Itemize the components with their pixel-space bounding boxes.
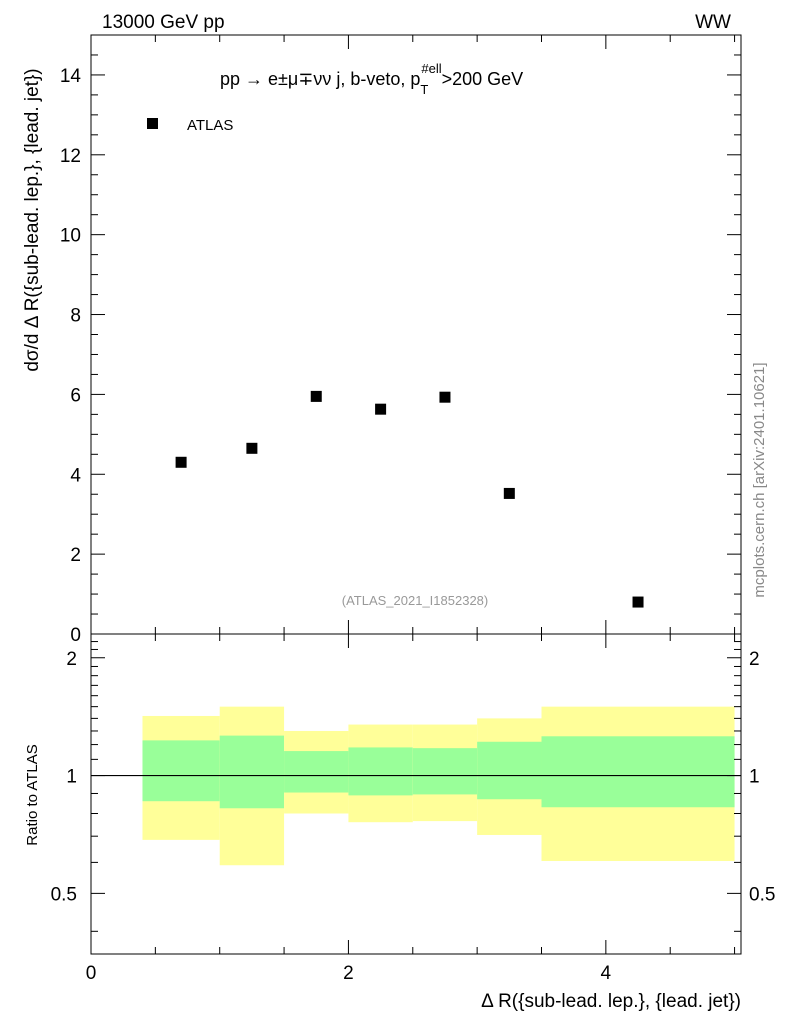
main-plot-ylabel: dσ/d Δ R({sub-lead. lep.}, {lead. jet}) [22,68,43,371]
data-point [310,390,322,402]
xtick-labels: 0 2 4 [86,963,612,984]
xtick-label: 4 [601,963,612,984]
xtick-label: 2 [343,963,354,984]
ratio-ytick-label-right: 2 [749,649,760,670]
uncertainty-band-inner [412,748,478,795]
plot-title-tail: >200 GeV [442,69,524,89]
ytick-label: 0 [70,625,81,646]
header-energy-label: 13000 GeV pp [102,12,225,33]
plot-title-subscript: T [420,82,428,97]
data-point [375,403,387,415]
main-plot-ytick-labels: 0 2 4 6 8 10 12 14 [60,66,82,646]
data-point [632,596,644,608]
plot-title-superscript: #ell [421,61,441,76]
watermark: mcplots.cern.ch [arXiv:2401.10621] [751,362,768,597]
ytick-label: 12 [60,146,81,167]
ratio-plot-ytick-labels: 0.5 0.5 1 1 2 2 [51,649,776,906]
ytick-label: 4 [70,465,81,486]
uncertainty-band-inner [284,751,349,793]
data-point [175,456,187,468]
analysis-id-label: (ATLAS_2021_I1852328) [342,593,488,608]
legend-marker-atlas [147,118,158,129]
atlas-data-points [175,390,644,608]
uncertainty-band-inner [477,741,542,800]
ratio-ytick-label-left: 0.5 [51,884,77,905]
ytick-label: 14 [60,66,82,87]
x-axis-label: Δ R({sub-lead. lep.}, {lead. jet}) [481,991,741,1012]
ratio-ytick-label-left: 2 [66,649,77,670]
ytick-label: 10 [60,226,81,247]
ratio-plot-panel: 0.5 0.5 1 1 2 2 0 2 4 Ratio to ATLAS Δ R({sub-l… [24,633,776,1012]
ratio-plot-frame [90,633,742,955]
header-process-label: WW [695,12,731,33]
uncertainty-band-inner [219,735,285,809]
ytick-label: 8 [70,306,81,327]
ytick-label: 2 [70,545,81,566]
main-plot-ticks [90,34,741,635]
ratio-ytick-label-left: 1 [66,767,77,788]
plot-title: pp → e±μ∓νν j, b-veto, pT #ell>200 GeV [220,61,523,97]
ytick-label: 6 [70,385,81,406]
ratio-ytick-label-right: 1 [749,767,760,788]
ratio-ytick-label-right: 0.5 [749,884,775,905]
xtick-label: 0 [86,963,97,984]
uncertainty-band-inner [348,747,413,796]
data-point [246,442,258,454]
data-point [439,391,451,403]
uncertainty-band-inner [541,736,735,808]
uncertainty-band-inner [142,740,220,802]
legend-label-atlas: ATLAS [187,117,233,134]
plot-title-main: pp → e±μ∓νν j, b-veto, p [220,69,420,89]
main-plot-panel: 0 2 4 6 8 10 12 14 pp → e±μ∓νν j, b-veto, pT #el… [22,34,742,646]
ratio-plot-ticks [90,634,741,954]
ratio-plot-ylabel: Ratio to ATLAS [24,744,41,845]
data-point [503,487,515,499]
ratio-bands [142,706,735,866]
